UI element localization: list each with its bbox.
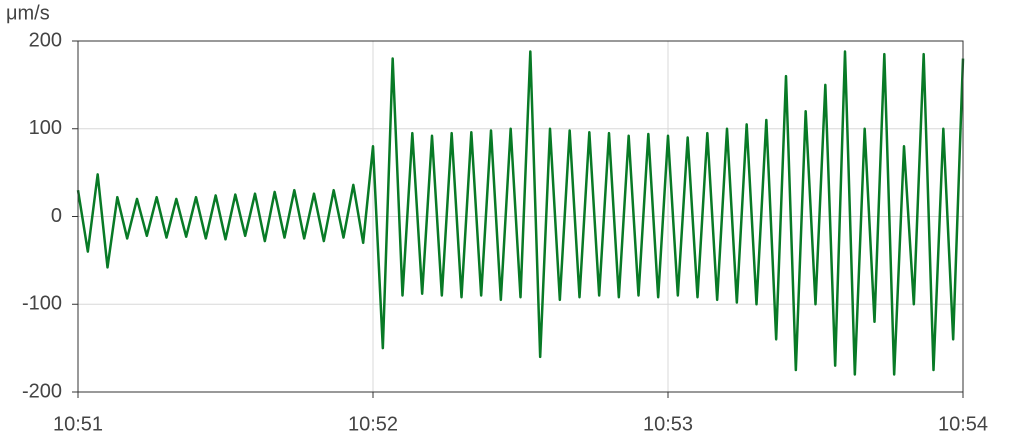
x-tick-label: 10:53	[643, 413, 693, 435]
x-tick-label: 10:51	[53, 413, 103, 435]
y-unit: μm/s	[6, 2, 50, 24]
y-tick-label: -200	[22, 380, 62, 402]
y-tick-label: -100	[22, 293, 62, 315]
x-tick-label: 10:52	[348, 413, 398, 435]
y-tick-label: 200	[29, 29, 62, 51]
x-tick-label: 10:54	[938, 413, 988, 435]
y-tick-label: 100	[29, 117, 62, 139]
signal-line	[76, 50, 965, 376]
y-tick-label: 0	[51, 205, 62, 227]
plot-frame	[77, 40, 964, 393]
